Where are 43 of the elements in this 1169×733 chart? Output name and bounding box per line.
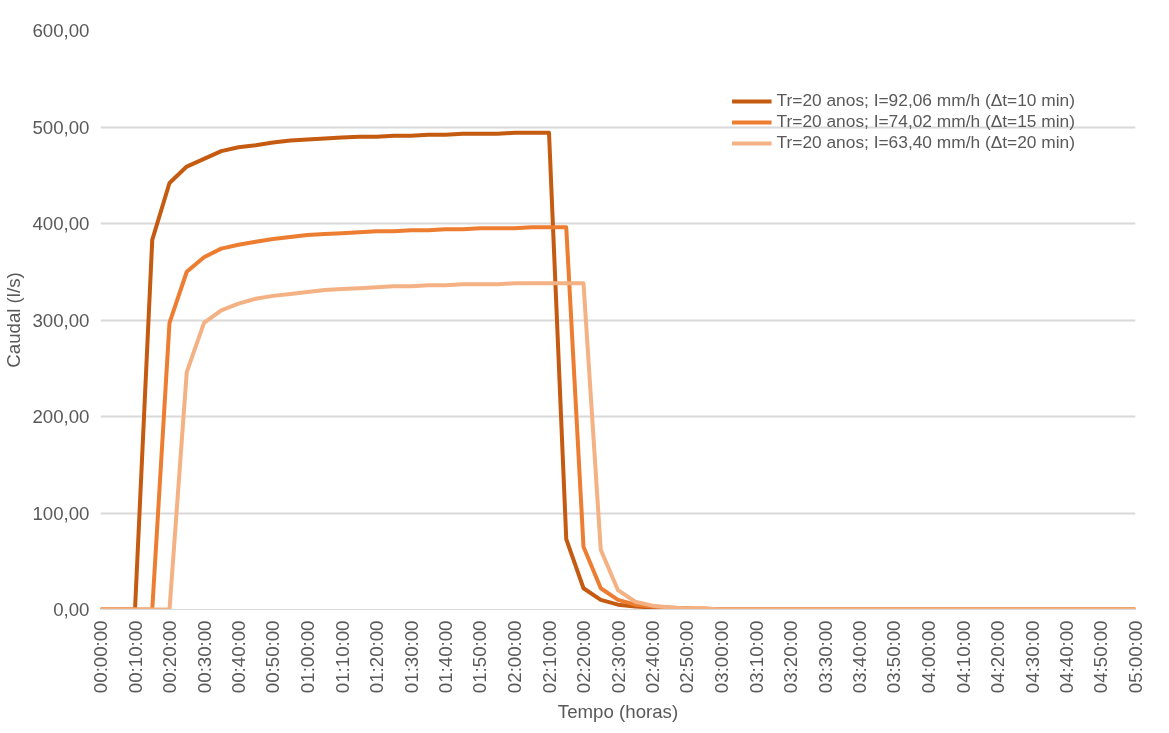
x-tick-label: 05:00:00 [1125, 620, 1146, 694]
x-tick-label: 01:20:00 [365, 620, 387, 694]
y-tick-label: 300,00 [32, 309, 90, 331]
legend-label: Tr=20 anos; I=63,40 mm/h (Δt=20 min) [776, 132, 1075, 153]
x-tick-label: 04:10:00 [952, 620, 974, 694]
y-tick-label: 500,00 [32, 116, 90, 138]
y-tick-label: 600,00 [32, 20, 90, 41]
y-tick-label: 200,00 [32, 406, 90, 427]
x-tick-label: 03:40:00 [849, 620, 871, 694]
x-tick-label: 04:40:00 [1056, 620, 1078, 694]
x-tick-label: 04:50:00 [1090, 620, 1112, 694]
x-tick-label: 03:10:00 [745, 620, 767, 694]
x-tick-label: 02:50:00 [676, 620, 698, 694]
x-tick-label: 01:40:00 [435, 620, 457, 694]
x-tick-label: 03:00:00 [711, 620, 732, 694]
x-tick-label: 02:30:00 [607, 620, 629, 694]
y-tick-label: 100,00 [32, 502, 90, 524]
x-tick-label: 02:20:00 [572, 620, 594, 694]
x-tick-label: 01:30:00 [400, 620, 422, 694]
x-tick-label: 00:00:00 [90, 620, 111, 694]
x-tick-label: 00:10:00 [124, 620, 146, 694]
x-tick-label: 00:30:00 [193, 620, 215, 694]
x-tick-label: 04:20:00 [986, 620, 1008, 694]
x-tick-label: 02:40:00 [642, 620, 664, 694]
y-tick-label: 0,00 [53, 599, 90, 620]
x-tick-label: 03:30:00 [814, 620, 836, 694]
x-tick-label: 04:30:00 [1021, 620, 1043, 694]
x-tick-label: 02:10:00 [538, 620, 560, 694]
x-tick-label: 03:50:00 [883, 620, 905, 694]
x-tick-label: 01:00:00 [297, 620, 318, 694]
x-axis-title: Tempo (horas) [557, 701, 679, 723]
x-tick-label: 01:50:00 [469, 620, 491, 694]
x-tick-label: 01:10:00 [331, 620, 353, 694]
x-tick-label: 04:00:00 [918, 620, 939, 694]
x-tick-label: 00:40:00 [228, 620, 250, 694]
legend-label: Tr=20 anos; I=92,06 mm/h (Δt=10 min) [776, 90, 1075, 111]
x-tick-label: 00:50:00 [262, 620, 284, 694]
y-axis-title: Caudal (l/s) [3, 272, 25, 368]
legend-label: Tr=20 anos; I=74,02 mm/h (Δt=15 min) [776, 111, 1075, 132]
x-tick-label: 03:20:00 [779, 620, 801, 694]
y-tick-label: 400,00 [32, 213, 90, 234]
x-tick-label: 02:00:00 [504, 620, 525, 694]
x-tick-label: 00:20:00 [158, 620, 180, 694]
